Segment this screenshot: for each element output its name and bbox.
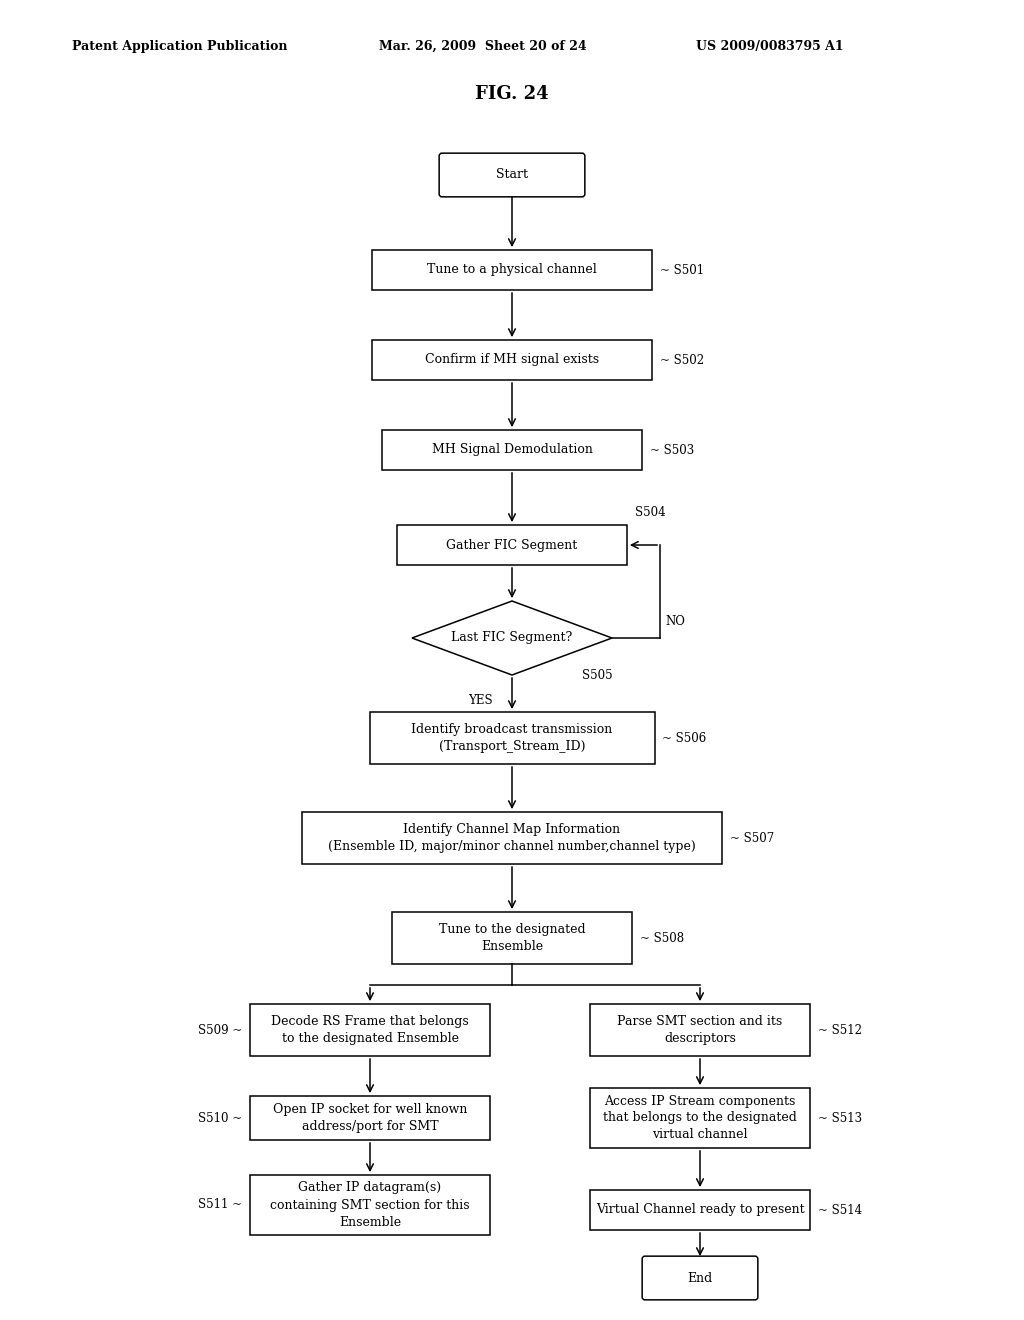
Text: Gather IP datagram(s)
containing SMT section for this
Ensemble: Gather IP datagram(s) containing SMT sec… <box>270 1181 470 1229</box>
Text: Confirm if MH signal exists: Confirm if MH signal exists <box>425 354 599 367</box>
Text: S510 ~: S510 ~ <box>198 1111 242 1125</box>
Bar <box>382 430 642 470</box>
Text: FIG. 24: FIG. 24 <box>475 84 549 103</box>
Bar <box>590 1088 810 1148</box>
Text: YES: YES <box>468 693 493 706</box>
Text: NO: NO <box>665 615 685 628</box>
Text: S511 ~: S511 ~ <box>198 1199 242 1212</box>
Text: Tune to the designated
Ensemble: Tune to the designated Ensemble <box>438 923 586 953</box>
Text: Identify broadcast transmission
(Transport_Stream_ID): Identify broadcast transmission (Transpo… <box>412 723 612 752</box>
Text: ~ S502: ~ S502 <box>660 354 705 367</box>
Text: Tune to a physical channel: Tune to a physical channel <box>427 264 597 276</box>
Text: S504: S504 <box>635 506 666 519</box>
Bar <box>392 912 632 964</box>
Text: Last FIC Segment?: Last FIC Segment? <box>452 631 572 644</box>
Text: Start: Start <box>496 169 528 181</box>
Text: ~ S514: ~ S514 <box>818 1204 862 1217</box>
Text: ~ S506: ~ S506 <box>663 731 707 744</box>
Bar <box>397 525 627 565</box>
Bar <box>590 1191 810 1230</box>
Bar <box>370 711 654 764</box>
Bar <box>590 1005 810 1056</box>
Text: Patent Application Publication: Patent Application Publication <box>72 40 287 53</box>
Text: S505: S505 <box>582 669 612 682</box>
Text: Virtual Channel ready to present: Virtual Channel ready to present <box>596 1204 804 1217</box>
Text: Parse SMT section and its
descriptors: Parse SMT section and its descriptors <box>617 1015 782 1045</box>
Text: ~ S503: ~ S503 <box>650 444 694 457</box>
Text: S509 ~: S509 ~ <box>198 1023 242 1036</box>
Bar <box>372 249 652 290</box>
Bar <box>372 341 652 380</box>
Text: Access IP Stream components
that belongs to the designated
virtual channel: Access IP Stream components that belongs… <box>603 1094 797 1142</box>
Text: Mar. 26, 2009  Sheet 20 of 24: Mar. 26, 2009 Sheet 20 of 24 <box>379 40 587 53</box>
Text: Open IP socket for well known
address/port for SMT: Open IP socket for well known address/po… <box>272 1104 467 1133</box>
Text: ~ S507: ~ S507 <box>730 832 774 845</box>
Text: Decode RS Frame that belongs
to the designated Ensemble: Decode RS Frame that belongs to the desi… <box>271 1015 469 1045</box>
Bar <box>302 812 722 865</box>
Bar <box>250 1005 490 1056</box>
Text: End: End <box>687 1271 713 1284</box>
Bar <box>250 1175 490 1236</box>
FancyBboxPatch shape <box>439 153 585 197</box>
Text: ~ S501: ~ S501 <box>660 264 705 276</box>
Text: Gather FIC Segment: Gather FIC Segment <box>446 539 578 552</box>
Text: ~ S513: ~ S513 <box>818 1111 862 1125</box>
Text: ~ S512: ~ S512 <box>818 1023 862 1036</box>
Polygon shape <box>412 601 612 675</box>
FancyBboxPatch shape <box>642 1257 758 1300</box>
Text: ~ S508: ~ S508 <box>640 932 684 945</box>
Text: MH Signal Demodulation: MH Signal Demodulation <box>431 444 593 457</box>
Text: Identify Channel Map Information
(Ensemble ID, major/minor channel number,channe: Identify Channel Map Information (Ensemb… <box>328 822 696 853</box>
Text: US 2009/0083795 A1: US 2009/0083795 A1 <box>696 40 844 53</box>
Bar <box>250 1096 490 1140</box>
